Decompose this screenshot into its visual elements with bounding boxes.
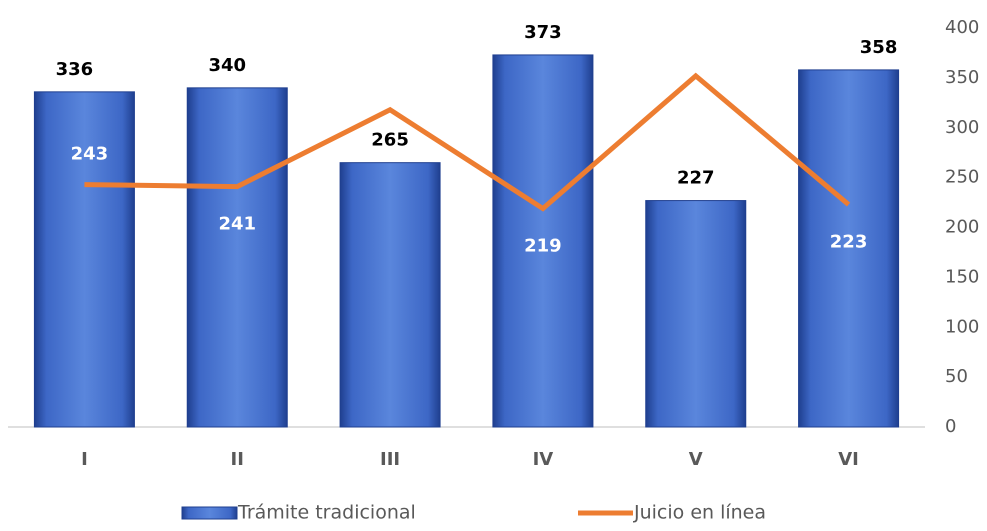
bar [798, 69, 900, 428]
bar-label: 227 [677, 168, 715, 189]
x-tick-label: VI [838, 449, 859, 470]
bar [645, 200, 747, 428]
bar [339, 162, 441, 428]
x-tick-label: II [231, 449, 244, 470]
x-tick-label: I [81, 449, 88, 470]
x-tick-label: III [380, 449, 400, 470]
bar-label: 336 [56, 59, 94, 80]
y-tick-label: 300 [945, 117, 979, 138]
line-label: 243 [71, 144, 109, 165]
y-tick-label: 50 [945, 366, 968, 387]
y-tick-label: 400 [945, 17, 979, 38]
legend-label: Trámite tradicional [237, 502, 416, 524]
legend-swatch [181, 506, 238, 520]
bar [186, 87, 288, 428]
line-label: 223 [830, 232, 868, 253]
x-tick-label: IV [533, 449, 554, 470]
line [84, 72, 851, 212]
y-tick-label: 150 [945, 266, 979, 287]
bar-label: 373 [524, 22, 562, 43]
x-tick-label: V [689, 449, 703, 470]
y-tick-label: 0 [945, 416, 956, 437]
y-tick-label: 200 [945, 217, 979, 238]
line-label: 241 [218, 214, 256, 235]
bar [492, 54, 594, 428]
y-tick-label: 350 [945, 67, 979, 88]
y-tick-label: 100 [945, 316, 979, 337]
bar-label: 265 [371, 130, 409, 151]
bar-label: 358 [860, 37, 898, 58]
y-tick-label: 250 [945, 167, 979, 188]
legend-label: Juicio en línea [633, 502, 766, 524]
bar [33, 91, 135, 428]
line-label: 219 [524, 236, 562, 257]
bar-label: 340 [208, 55, 246, 76]
